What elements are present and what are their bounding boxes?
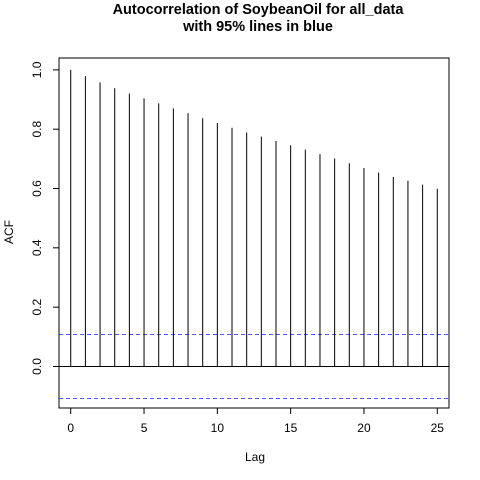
- x-tick-label: 25: [431, 421, 445, 435]
- chart-subtitle: with 95% lines in blue: [182, 19, 333, 35]
- y-tick-label: 0.2: [30, 298, 44, 315]
- x-tick-label: 5: [141, 421, 148, 435]
- chart-title: Autocorrelation of SoybeanOil for all_da…: [113, 2, 405, 18]
- y-tick-label: 0.8: [30, 121, 44, 138]
- y-tick-label: 0.4: [30, 239, 44, 256]
- plot-frame: [58, 57, 450, 409]
- x-tick-label: 10: [211, 421, 225, 435]
- x-tick-label: 20: [357, 421, 371, 435]
- plot-area: 0 5 10 15 20 25 0.0 0.2 0.4 0.6 0.8 1.0: [30, 57, 450, 435]
- x-axis-label: Lag: [245, 450, 265, 464]
- y-tick-label: 0.0: [30, 358, 44, 375]
- y-tick-label: 1.0: [30, 61, 44, 78]
- y-axis-label: ACF: [2, 220, 16, 244]
- x-tick-label: 0: [67, 421, 74, 435]
- x-tick-label: 15: [284, 421, 298, 435]
- y-tick-label: 0.6: [30, 180, 44, 197]
